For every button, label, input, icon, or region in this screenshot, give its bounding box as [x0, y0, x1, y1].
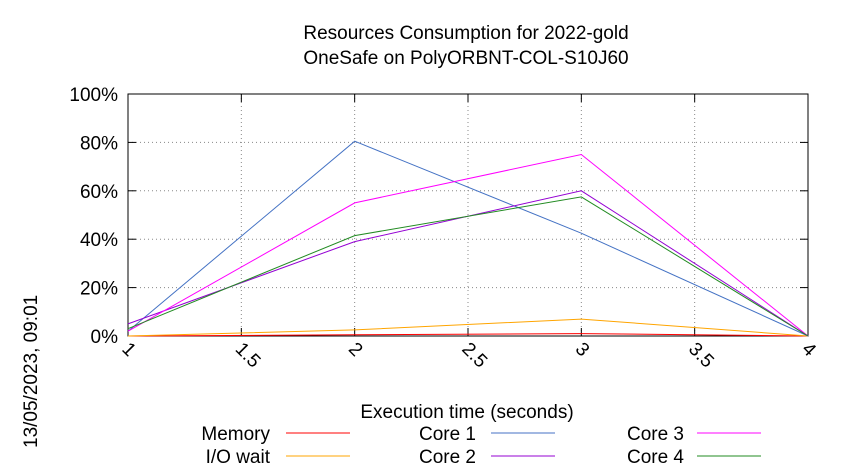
x-tick-label: 3.5: [684, 339, 718, 373]
legend-item: Core 1: [419, 424, 555, 445]
series-line-core-1: [127, 140, 809, 337]
series-lines: [127, 140, 809, 337]
series-line-core-3: [127, 153, 809, 337]
legend-label: Core 3: [627, 424, 684, 445]
series-line-i-o-wait: [127, 318, 809, 337]
x-axis-label: Execution time (seconds): [360, 402, 573, 423]
legend-label: Core 4: [627, 447, 684, 468]
x-tick-label: 4: [797, 339, 820, 362]
legend-label: Memory: [201, 424, 270, 445]
x-tick-label: 1: [117, 339, 139, 361]
y-tick-label: 100%: [69, 85, 118, 106]
series-line-core-4: [127, 196, 809, 337]
legend-label: Core 2: [419, 447, 476, 468]
y-tick-label: 0%: [91, 327, 119, 348]
x-tick-label: 1.5: [231, 339, 265, 373]
y-tick-label: 80%: [80, 133, 118, 154]
legend-label: Core 1: [419, 424, 476, 445]
y-tick-label: 40%: [80, 230, 118, 251]
x-tick-label: 2.5: [457, 339, 491, 373]
timestamp-label: 13/05/2023, 09:01: [21, 295, 42, 448]
legend-item: Core 4: [627, 447, 761, 468]
chart-title: Resources Consumption for 2022-gold: [303, 23, 628, 44]
series-line-memory: [127, 333, 809, 337]
legend-item: Core 2: [419, 447, 555, 468]
y-axis: 0% 20% 40% 60% 80% 100%: [69, 85, 808, 348]
legend-label: I/O wait: [206, 447, 271, 468]
y-tick-label: 20%: [80, 279, 118, 300]
x-tick-label: 2: [344, 339, 366, 361]
y-tick-label: 60%: [80, 182, 118, 203]
x-axis: 1 1.5 2 2.5 3 3.5 4: [117, 94, 820, 372]
legend-item: I/O wait: [206, 447, 350, 468]
grid: [128, 94, 808, 336]
chart-subtitle: OneSafe on PolyORBNT-COL-S10J60: [303, 48, 628, 69]
legend-item: Memory: [201, 424, 350, 445]
legend-item: Core 3: [627, 424, 761, 445]
x-tick-label: 3: [571, 339, 593, 361]
